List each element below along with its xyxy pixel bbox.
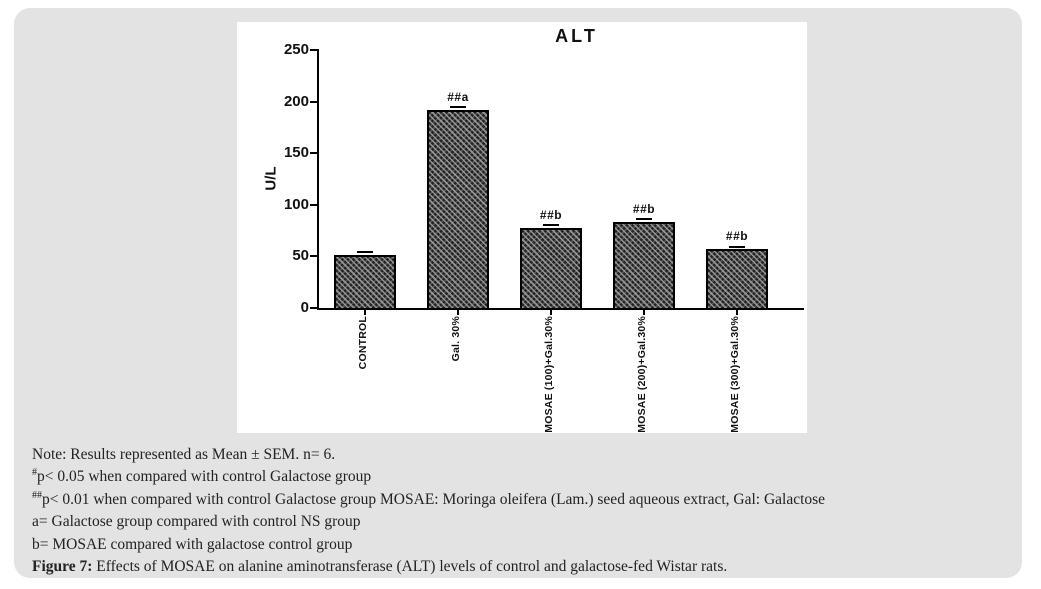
figure-panel: ALT 0 50 100 150 200 250 U/L CONTROL ##a Gal. 30%… <box>14 8 1022 578</box>
bar-2 <box>427 109 489 310</box>
y-axis-tick <box>310 152 317 155</box>
y-tick-label: 0 <box>300 299 309 316</box>
note-line: ##p< 0.01 when compared with control Gal… <box>32 489 826 508</box>
error-bar-cap <box>729 245 745 248</box>
significance-annotation: ##b <box>539 207 563 222</box>
x-axis-tick <box>457 310 459 315</box>
y-axis-label: U/L <box>262 166 280 191</box>
x-category-label: Gal. 30% <box>450 316 462 362</box>
y-axis-tick <box>310 255 317 258</box>
bar-1 <box>334 255 396 310</box>
error-bar-cap <box>543 223 559 226</box>
bar-5 <box>706 249 768 310</box>
y-axis-tick <box>310 49 317 51</box>
y-axis-tick <box>310 100 317 103</box>
y-axis-tick <box>310 307 317 309</box>
bar-3 <box>520 227 582 310</box>
note-line: b= MOSAE compared with galactose control… <box>32 535 353 553</box>
error-bar-cap <box>636 218 652 221</box>
y-axis-tick <box>310 203 317 206</box>
y-tick-label: 250 <box>283 41 309 58</box>
significance-marker: # <box>32 467 37 479</box>
error-bar-cap <box>357 251 373 254</box>
y-tick-label: 200 <box>283 92 309 110</box>
figure-label: Figure 7: <box>32 558 93 576</box>
bar-4 <box>613 222 675 310</box>
x-category-label: MOSAE (200)+Gal.30% <box>636 316 648 433</box>
y-axis-line <box>317 49 319 310</box>
y-tick-label: 50 <box>292 247 309 265</box>
x-axis-tick <box>364 310 366 315</box>
x-category-label: CONTROL <box>357 316 369 370</box>
note-line: a= Galactose group compared with control… <box>32 513 361 531</box>
significance-annotation: ##b <box>632 202 656 217</box>
x-axis-tick <box>736 310 738 315</box>
y-tick-label: 100 <box>283 195 309 213</box>
x-axis-tick <box>643 310 645 315</box>
error-bar-cap <box>450 105 466 108</box>
x-category-label: MOSAE (300)+Gal.30% <box>729 316 741 433</box>
figure-caption-block: Note: Results represented as Mean ± SEM.… <box>32 444 992 578</box>
x-axis-tick <box>550 310 552 315</box>
chart-title: ALT <box>555 26 598 46</box>
note-line: #p< 0.05 when compared with control Gala… <box>32 467 372 486</box>
note-line: Note: Results represented as Mean ± SEM.… <box>32 446 336 463</box>
y-tick-label: 150 <box>283 144 309 162</box>
alt-bar-chart: ALT 0 50 100 150 200 250 U/L CONTROL ##a Gal. 30%… <box>237 22 807 433</box>
significance-marker: ## <box>32 489 42 501</box>
significance-annotation: ##a <box>447 89 469 104</box>
note-line: Figure 7: Effects of MOSAE on alanine am… <box>32 558 728 576</box>
significance-annotation: ##b <box>725 229 749 244</box>
x-category-label: MOSAE (100)+Gal.30% <box>543 316 555 433</box>
